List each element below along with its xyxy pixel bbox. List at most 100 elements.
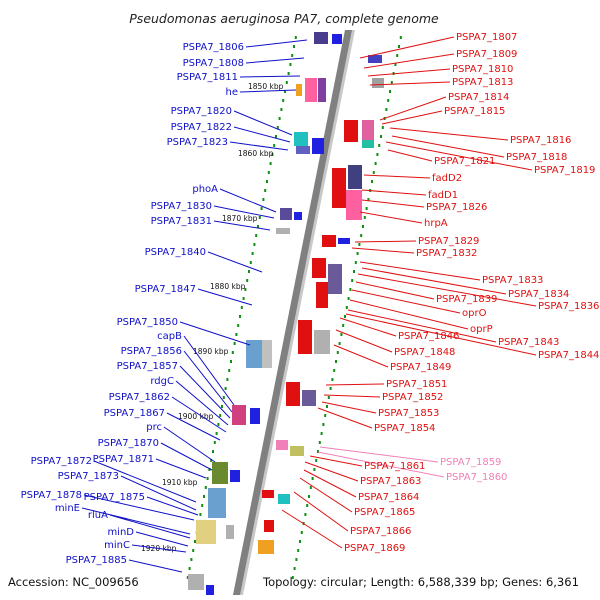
gene-label[interactable]: PSPA7_1856 (121, 346, 182, 357)
gene-label[interactable]: PSPA7_1833 (482, 275, 543, 286)
scale-tick-label: 1910 kbp (162, 478, 198, 487)
gene-label[interactable]: PSPA7_1867 (104, 408, 165, 419)
right-track-dot (374, 162, 377, 165)
gene-label[interactable]: hrpA (424, 218, 448, 229)
gene-label[interactable]: PSPA7_1872 (31, 456, 92, 467)
gene-label[interactable]: PSPA7_1843 (498, 337, 559, 348)
gene-connector (389, 127, 509, 141)
left-track-dot (262, 198, 265, 201)
left-track-dot (222, 396, 225, 399)
gene-label[interactable]: PSPA7_1822 (171, 122, 232, 133)
gene-label[interactable]: PSPA7_1834 (508, 289, 569, 300)
gene-feature (314, 330, 330, 354)
gene-label[interactable]: phoA (192, 184, 218, 195)
right-track-dot (329, 387, 332, 390)
gene-label[interactable]: PSPA7_1830 (151, 201, 212, 212)
gene-label[interactable]: PSPA7_1849 (390, 362, 451, 373)
gene-label[interactable]: PSPA7_1814 (448, 92, 509, 103)
left-track-dot (188, 567, 191, 570)
gene-label[interactable]: PSPA7_1860 (446, 472, 507, 483)
gene-label[interactable]: PSPA7_1861 (364, 461, 425, 472)
gene-label[interactable]: PSPA7_1826 (426, 202, 487, 213)
right-track-dot (315, 459, 318, 462)
gene-label[interactable]: PSPA7_1820 (171, 106, 232, 117)
gene-label[interactable]: PSPA7_1863 (360, 476, 421, 487)
gene-label[interactable]: PSPA7_1811 (177, 72, 238, 83)
gene-feature (346, 190, 362, 220)
gene-label[interactable]: PSPA7_1816 (510, 135, 571, 146)
gene-connector (385, 141, 533, 171)
gene-label[interactable]: PSPA7_1859 (440, 457, 501, 468)
right-track-dot (335, 360, 337, 363)
left-track-dot (186, 576, 189, 579)
gene-label[interactable]: PSPA7_1819 (534, 165, 595, 176)
gene-label[interactable]: PSPA7_1808 (183, 58, 244, 69)
gene-label[interactable]: PSPA7_1840 (145, 247, 206, 258)
left-track-dot (203, 495, 205, 498)
gene-label[interactable]: capB (157, 331, 182, 342)
right-track-dot (318, 441, 321, 444)
gene-label[interactable]: PSPA7_1818 (506, 152, 567, 163)
gene-label[interactable]: oprP (470, 324, 493, 335)
gene-label[interactable]: PSPA7_1844 (538, 350, 599, 361)
gene-label[interactable]: prc (146, 422, 162, 433)
gene-label[interactable]: PSPA7_1885 (66, 555, 127, 566)
left-track-dot (255, 234, 258, 237)
gene-connector (93, 460, 197, 503)
left-track-dot (194, 540, 196, 543)
gene-label[interactable]: PSPA7_1809 (456, 49, 517, 60)
left-track-dot (230, 360, 232, 363)
gene-label[interactable]: PSPA7_1866 (350, 526, 411, 537)
gene-label[interactable]: minD (107, 527, 134, 538)
gene-label[interactable]: PSPA7_1806 (183, 42, 244, 53)
gene-label[interactable]: PSPA7_1823 (167, 137, 228, 148)
gene-label[interactable]: rluA (88, 510, 108, 521)
gene-label[interactable]: PSPA7_1870 (98, 438, 159, 449)
gene-label[interactable]: PSPA7_1850 (117, 317, 178, 328)
gene-label[interactable]: PSPA7_1865 (354, 507, 415, 518)
gene-connector (233, 110, 293, 136)
gene-label[interactable]: PSPA7_1832 (416, 248, 477, 259)
gene-label[interactable]: PSPA7_1864 (358, 492, 419, 503)
gene-label[interactable]: PSPA7_1873 (58, 471, 119, 482)
gene-label[interactable]: PSPA7_1846 (398, 331, 459, 342)
gene-label[interactable]: PSPA7_1807 (456, 32, 517, 43)
gene-label[interactable]: PSPA7_1836 (538, 301, 599, 312)
gene-label[interactable]: minC (104, 540, 130, 551)
gene-label[interactable]: rdgC (150, 376, 174, 387)
gene-label[interactable]: PSPA7_1815 (444, 106, 505, 117)
gene-label[interactable]: oprO (462, 308, 487, 319)
gene-label[interactable]: PSPA7_1851 (386, 379, 447, 390)
gene-connector (333, 344, 389, 368)
gene-feature (276, 228, 290, 234)
gene-label[interactable]: PSPA7_1831 (151, 216, 212, 227)
gene-label[interactable]: PSPA7_1857 (117, 361, 178, 372)
gene-label[interactable]: PSPA7_1878 (21, 490, 82, 501)
gene-label[interactable]: PSPA7_1854 (374, 423, 435, 434)
gene-label[interactable]: PSPA7_1875 (84, 492, 145, 503)
gene-connector (345, 313, 537, 356)
gene-label[interactable]: PSPA7_1810 (452, 64, 513, 75)
gene-label[interactable]: minE (55, 503, 80, 514)
gene-label[interactable]: PSPA7_1848 (394, 347, 455, 358)
gene-connector (128, 559, 183, 573)
gene-label[interactable]: fadD2 (432, 173, 462, 184)
left-track-dot (190, 558, 193, 561)
gene-label[interactable]: he (226, 87, 239, 98)
gene-label[interactable]: fadD1 (428, 190, 458, 201)
left-track-dot (240, 306, 243, 309)
gene-label[interactable]: PSPA7_1852 (382, 392, 443, 403)
gene-label[interactable]: PSPA7_1869 (344, 543, 405, 554)
gene-label[interactable]: PSPA7_1829 (418, 236, 479, 247)
gene-label[interactable]: PSPA7_1821 (434, 156, 495, 167)
gene-label[interactable]: PSPA7_1853 (378, 408, 439, 419)
gene-connector (166, 412, 221, 441)
left-track-dot (285, 81, 288, 84)
gene-label[interactable]: PSPA7_1839 (436, 294, 497, 305)
gene-label[interactable]: PSPA7_1862 (109, 392, 170, 403)
gene-feature (312, 138, 324, 154)
gene-label[interactable]: PSPA7_1871 (93, 454, 154, 465)
gene-label[interactable]: PSPA7_1813 (452, 77, 513, 88)
gene-label[interactable]: PSPA7_1847 (135, 284, 196, 295)
